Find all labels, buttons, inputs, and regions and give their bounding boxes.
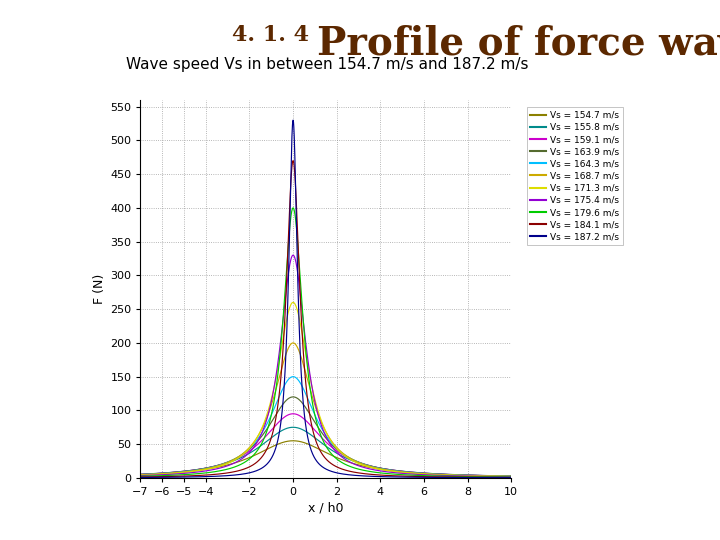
X-axis label: x / h0: x / h0 [308, 501, 343, 514]
Circle shape [0, 0, 87, 394]
Y-axis label: F (N): F (N) [93, 274, 106, 304]
Legend: Vs = 154.7 m/s, Vs = 155.8 m/s, Vs = 159.1 m/s, Vs = 163.9 m/s, Vs = 164.3 m/s, : Vs = 154.7 m/s, Vs = 155.8 m/s, Vs = 159… [526, 107, 623, 245]
Text: 4. 1. 4: 4. 1. 4 [232, 24, 317, 46]
Text: Wave speed Vs in between 154.7 m/s and 187.2 m/s: Wave speed Vs in between 154.7 m/s and 1… [126, 57, 529, 72]
Circle shape [0, 0, 83, 540]
Circle shape [15, 0, 84, 432]
Text: Profile of force waves: Profile of force waves [317, 24, 720, 62]
